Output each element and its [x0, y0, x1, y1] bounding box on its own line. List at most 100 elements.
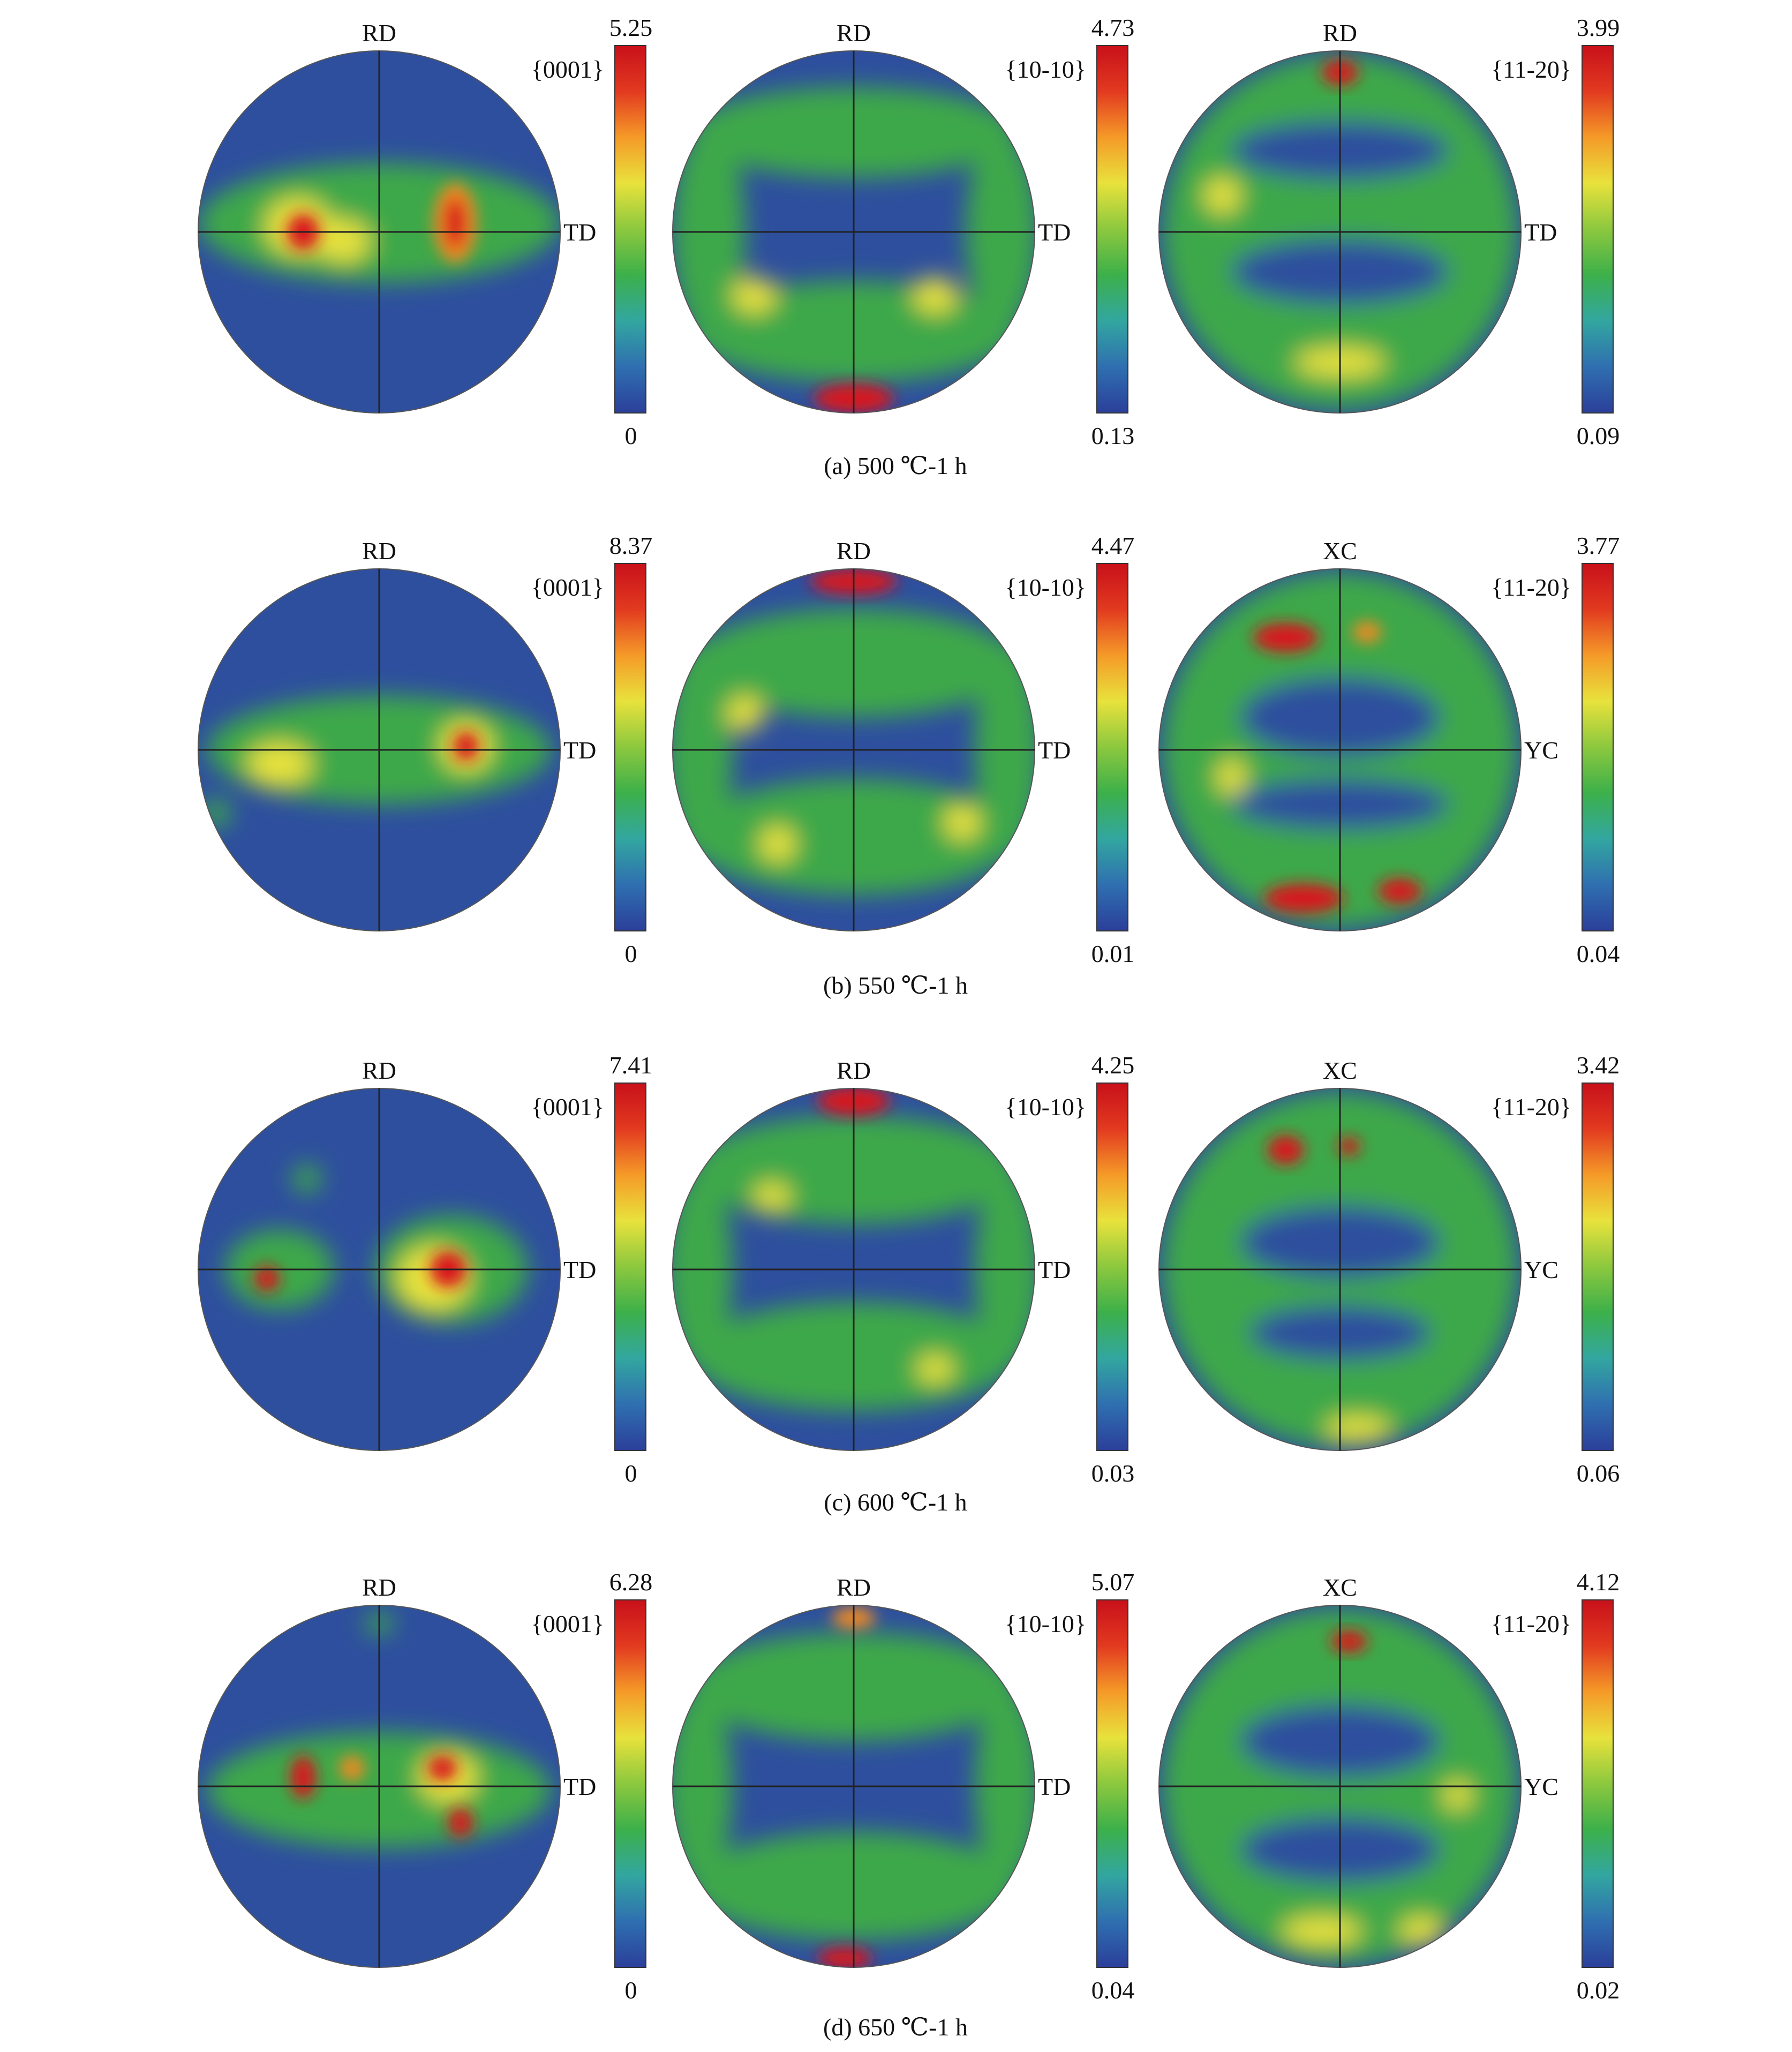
colorbar-min-label: 0.09 [1577, 422, 1620, 449]
colorbar-max-label: 4.12 [1577, 1568, 1620, 1596]
colorbar-min-label: 0.02 [1577, 1976, 1620, 2004]
colorbar [1582, 563, 1614, 931]
intensity-blob [254, 1266, 280, 1291]
figure-row: RD TD {0001}8.37 0 RD TD {10-10}4.47 0.01 XC YC {1… [198, 532, 1620, 999]
intensity-blob [290, 1755, 316, 1799]
intensity-blob [1443, 1780, 1472, 1810]
intensity-blob [1377, 878, 1422, 904]
intensity-blob [292, 1164, 321, 1194]
colorbar-max-label: 5.25 [609, 14, 653, 41]
pole-figure: RD TD {10-10}5.07 0.04 [672, 1568, 1135, 2004]
colorbar [614, 1599, 646, 1968]
colorbar-min-label: 0.13 [1091, 422, 1135, 449]
top-direction-label: RD [1323, 19, 1357, 47]
intensity-blob [817, 1947, 872, 1967]
pole-figure: RD TD {0001}8.37 0 [198, 532, 652, 967]
side-direction-label: TD [1038, 1773, 1071, 1800]
plane-family-label: {10-10} [1005, 56, 1086, 83]
side-direction-label: TD [1038, 1256, 1071, 1283]
colorbar-max-label: 4.47 [1091, 532, 1135, 559]
side-direction-label: YC [1524, 1773, 1558, 1800]
pole-figure: RD TD {10-10}4.47 0.01 [672, 532, 1135, 967]
colorbar-max-label: 5.07 [1091, 1568, 1135, 1596]
colorbar [1096, 563, 1128, 931]
plane-family-label: {11-20} [1491, 1093, 1571, 1121]
pole-figure: XC YC {11-20}4.12 0.02 [1158, 1568, 1620, 2004]
intensity-blob [727, 695, 763, 732]
colorbar [1096, 45, 1128, 414]
figure-row: RD TD {0001}5.25 0 RD TD {10-10}4.73 0.13 RD TD {1… [198, 14, 1620, 479]
colorbar-min-label: 0.03 [1091, 1460, 1135, 1487]
intensity-blob [754, 1182, 790, 1212]
side-direction-label: TD [563, 1773, 596, 1800]
top-direction-label: XC [1323, 1057, 1357, 1084]
colorbar-max-label: 6.28 [609, 1568, 653, 1596]
top-direction-label: RD [837, 1057, 871, 1084]
colorbar-max-label: 4.73 [1091, 14, 1135, 41]
intensity-blob [453, 732, 479, 761]
colorbar-min-label: 0 [625, 1460, 637, 1487]
pole-figure: RD TD {10-10}4.25 0.03 [672, 1051, 1135, 1487]
intensity-blob [759, 825, 796, 862]
plane-family-label: {0001} [531, 574, 604, 601]
plane-family-label: {10-10} [1005, 1610, 1086, 1637]
intensity-blob [444, 197, 466, 249]
pole-figure: RD TD {10-10}4.73 0.13 [672, 14, 1135, 449]
intensity-blob [1204, 177, 1241, 214]
side-direction-label: TD [563, 219, 596, 246]
pole-figure: XC YC {11-20}3.42 0.06 [1158, 1051, 1620, 1487]
intensity-blob [944, 804, 981, 840]
colorbar [1096, 1599, 1128, 1968]
intensity-blob [1399, 1916, 1443, 1946]
side-direction-label: TD [563, 1256, 596, 1283]
colorbar-max-label: 4.25 [1091, 1051, 1135, 1079]
colorbar [1582, 45, 1614, 414]
colorbar-min-label: 0.01 [1091, 940, 1135, 967]
top-direction-label: RD [362, 1574, 396, 1601]
top-direction-label: XC [1323, 1574, 1357, 1601]
figure-row: RD TD {0001}6.28 0 RD TD {10-10}5.07 0.04 XC YC {1… [198, 1568, 1620, 2041]
plane-family-label: {0001} [531, 56, 604, 83]
figure-row: RD TD {0001}7.41 0 RD TD {10-10}4.25 0.03 XC YC {1… [198, 1051, 1620, 1516]
side-direction-label: YC [1524, 1256, 1558, 1283]
pole-figure: RD TD {0001}6.28 0 [198, 1568, 652, 2004]
plane-family-label: {11-20} [1491, 1610, 1571, 1637]
plane-family-label: {0001} [531, 1610, 604, 1637]
top-direction-label: RD [362, 537, 396, 565]
colorbar-max-label: 7.41 [609, 1051, 653, 1079]
intensity-blob [315, 219, 371, 263]
top-direction-label: RD [837, 537, 871, 565]
side-direction-label: TD [1038, 736, 1071, 764]
intensity-blob [732, 277, 776, 314]
panel-caption: (c) 600 ℃-1 h [824, 1489, 967, 1516]
panel-caption: (d) 650 ℃-1 h [823, 2013, 968, 2041]
colorbar [614, 563, 646, 931]
intensity-blob [1217, 758, 1246, 795]
colorbar-min-label: 0 [625, 940, 637, 967]
colorbar-min-label: 0.04 [1091, 1976, 1135, 2004]
top-direction-label: XC [1323, 537, 1357, 565]
plane-family-label: {0001} [531, 1093, 604, 1121]
intensity-blob [1267, 1135, 1304, 1164]
side-direction-label: YC [1524, 736, 1558, 764]
intensity-blob [1325, 1416, 1391, 1442]
colorbar [1582, 1083, 1614, 1451]
colorbar-min-label: 0 [625, 1976, 637, 2004]
colorbar [1096, 1083, 1128, 1451]
side-direction-label: TD [1524, 219, 1557, 246]
pole-figure: RD TD {11-20}3.99 0.09 [1158, 14, 1620, 449]
plane-family-label: {10-10} [1005, 574, 1086, 601]
intensity-blob [1331, 1630, 1367, 1652]
intensity-blob [1352, 621, 1382, 643]
top-direction-label: RD [837, 1574, 871, 1601]
intensity-blob [339, 1755, 365, 1781]
panel-caption: (a) 500 ℃-1 h [824, 452, 967, 479]
side-direction-label: TD [563, 736, 596, 764]
pole-figure: RD TD {0001}7.41 0 [198, 1051, 652, 1487]
intensity-blob [448, 1808, 473, 1837]
side-direction-label: TD [1038, 219, 1071, 246]
top-direction-label: RD [837, 19, 871, 47]
colorbar-max-label: 3.99 [1577, 14, 1620, 41]
plane-family-label: {10-10} [1005, 1093, 1086, 1121]
